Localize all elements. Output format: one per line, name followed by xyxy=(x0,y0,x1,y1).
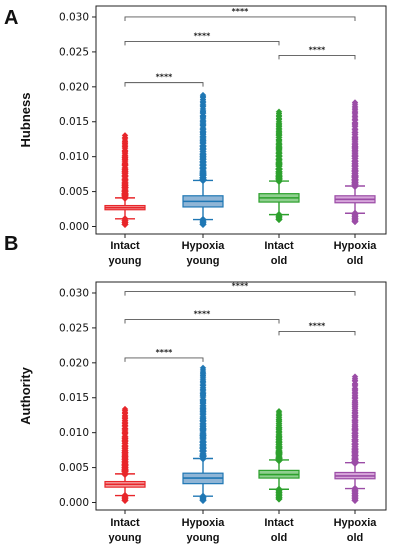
category-label-line2: old xyxy=(271,255,288,267)
y-tick-label: 0.000 xyxy=(59,497,89,509)
bracket-line xyxy=(124,40,280,46)
chart-panel-b: B 0.000 0.005 0.010 0.015 0.020 0.025 0.030 Auth… xyxy=(4,233,387,544)
outlier-point xyxy=(275,108,283,116)
outlier-point xyxy=(351,99,359,106)
y-tick-label: 0.005 xyxy=(59,186,89,198)
y-tick-label: 0.005 xyxy=(59,462,89,474)
significance-label: **** xyxy=(156,348,174,357)
category-label-line1: Intact xyxy=(264,240,294,252)
significance-label: **** xyxy=(232,282,250,291)
category-label-line2: young xyxy=(109,255,142,267)
box-series-0 xyxy=(104,132,146,229)
box-series-3 xyxy=(334,373,376,505)
category-label-line2: young xyxy=(187,532,220,544)
y-tick-label: 0.000 xyxy=(59,221,89,233)
chart-panel-a: A 0.000 0.005 0.010 0.015 0.020 0.025 0.030 Hubn… xyxy=(4,5,387,267)
significance-bracket: **** xyxy=(124,7,356,21)
y-axis-label: Hubness xyxy=(18,93,33,148)
plot-frame xyxy=(95,281,387,511)
significance-bracket: **** xyxy=(124,282,356,296)
box-series-3 xyxy=(334,99,376,226)
bracket-line xyxy=(278,330,356,336)
plot-frame xyxy=(95,5,387,235)
category-label-line1: Hypoxia xyxy=(334,240,378,252)
outlier-point xyxy=(275,407,283,415)
y-tick-label: 0.010 xyxy=(59,427,89,439)
bracket-line xyxy=(124,357,204,362)
significance-label: **** xyxy=(309,321,327,330)
significance-label: **** xyxy=(156,73,174,82)
category-label-line2: young xyxy=(109,532,142,544)
y-tick-label: 0.030 xyxy=(59,11,89,23)
category-label-line1: Hypoxia xyxy=(182,517,226,529)
box-series-2 xyxy=(258,407,300,503)
outlier-point xyxy=(199,364,207,372)
significance-label: **** xyxy=(194,31,212,40)
outlier-point xyxy=(121,132,129,139)
significance-label: **** xyxy=(194,310,212,319)
category-label-line1: Intact xyxy=(110,517,140,529)
panel-letter: A xyxy=(4,7,18,29)
significance-label: **** xyxy=(309,45,327,54)
box-series-1 xyxy=(182,364,224,505)
bracket-line xyxy=(124,291,356,296)
bracket-line xyxy=(124,16,356,21)
category-label-line1: Hypoxia xyxy=(334,517,378,529)
y-tick-label: 0.015 xyxy=(59,116,89,128)
bracket-line xyxy=(124,319,280,324)
bracket-line xyxy=(124,82,204,87)
category-label-line2: old xyxy=(347,532,364,544)
category-label-line1: Intact xyxy=(110,240,140,252)
category-label-line1: Intact xyxy=(264,517,294,529)
y-tick-label: 0.025 xyxy=(59,46,89,58)
significance-bracket: **** xyxy=(124,310,280,324)
box-series-1 xyxy=(182,91,224,229)
significance-bracket: **** xyxy=(278,321,356,336)
significance-bracket: **** xyxy=(124,73,204,87)
outlier-point xyxy=(351,373,359,380)
category-label-line2: old xyxy=(271,532,288,544)
significance-bracket: **** xyxy=(124,348,204,362)
y-tick-label: 0.020 xyxy=(59,81,89,93)
y-tick-label: 0.020 xyxy=(59,357,89,369)
bracket-line xyxy=(278,54,356,60)
box-series-2 xyxy=(258,108,300,224)
significance-bracket: **** xyxy=(278,45,356,60)
y-tick-label: 0.010 xyxy=(59,151,89,163)
panel-letter: B xyxy=(4,233,18,255)
significance-bracket: **** xyxy=(124,31,280,46)
y-tick-label: 0.030 xyxy=(59,287,89,299)
category-label-line1: Hypoxia xyxy=(182,240,226,252)
box-series-0 xyxy=(104,405,146,505)
y-tick-label: 0.015 xyxy=(59,392,89,404)
category-label-line2: young xyxy=(187,255,220,267)
significance-label: **** xyxy=(232,7,250,16)
outlier-point xyxy=(199,91,207,99)
y-axis-label: Authority xyxy=(18,366,33,425)
y-tick-label: 0.025 xyxy=(59,322,89,334)
outlier-point xyxy=(121,405,129,413)
category-label-line2: old xyxy=(347,255,364,267)
